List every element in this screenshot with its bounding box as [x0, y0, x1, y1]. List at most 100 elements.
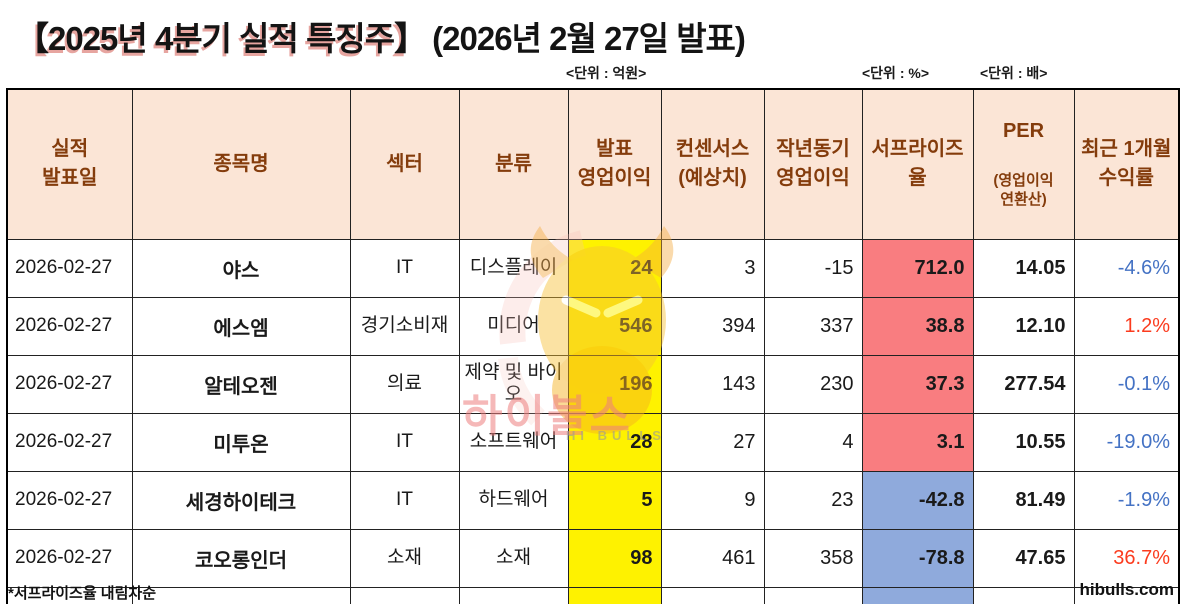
cell-reported-op: 196 [567, 354, 662, 414]
cell-sector: 경기소비재 [349, 296, 460, 356]
cell-sector: 소재 [349, 528, 460, 588]
cell-per: 277.54 [972, 354, 1075, 414]
cell-surprise-rate: -78.8 [861, 528, 974, 588]
header-per-main: PER [1002, 120, 1045, 142]
unit-label-percent: <단위 : %> [862, 65, 930, 81]
cell-consensus: 143 [660, 354, 765, 414]
earnings-table: 실적 발표일 종목명 섹터 분류 발표 영업이익 컨센서스 (예상치) 작년동기… [6, 88, 1180, 604]
cell-consensus: 394 [660, 296, 765, 356]
cell-reported-op: 5 [567, 470, 662, 530]
cell-surprise-rate: 37.3 [861, 354, 974, 414]
cell-report-date: 2026-02-27 [6, 296, 133, 356]
page-title-sub: (2026년 2월 27일 발표) [432, 20, 746, 57]
table-body: 2026-02-27 야스 IT 디스플레이 24 3 -15 712.0 14.05 -4.6%… [6, 238, 1180, 604]
header-return-1m: 최근 1개월 수익률 [1073, 88, 1180, 240]
table-row: 2026-02-27 에스엠 경기소비재 미디어 546 394 337 38.8 12.10 1… [6, 296, 1180, 356]
table-row: 2026-02-27 야스 IT 디스플레이 24 3 -15 712.0 14.05 -4.6% [6, 238, 1180, 298]
table-row: 2026-02-27 미투온 IT 소프트웨어 28 27 4 3.1 10.55 -19.0% [6, 412, 1180, 472]
header-stock-name: 종목명 [131, 88, 351, 240]
cell-per: 47.65 [972, 528, 1075, 588]
cell-return-1m: -0.1% [1073, 354, 1180, 414]
cell-category: 소프트웨어 [458, 412, 569, 472]
cell-report-date: 2026-02-27 [6, 470, 133, 530]
cell-stock-name: 알테오젠 [131, 354, 351, 414]
header-per-sub: (영업이익 연환산) [993, 172, 1054, 208]
table-row: 2026-02-27 알테오젠 의료 제약 및 바이오 196 143 230 37.3 277… [6, 354, 1180, 414]
cell-return-1m: -1.9% [1073, 470, 1180, 530]
cell-per: 14.05 [972, 238, 1075, 298]
cell-report-date: 2026-02-27 [6, 238, 133, 298]
cell-surprise-rate: -89.9 [861, 586, 974, 604]
page-title-main: 【2025년 4분기 실적 특징주】 [16, 20, 427, 57]
cell-report-date: 2026-02-27 [6, 412, 133, 472]
cell-stock-name: 야스 [131, 238, 351, 298]
cell-report-date: 2026-02-27 [6, 354, 133, 414]
page-title: 【2025년 4분기 실적 특징주】 (2026년 2월 27일 발표) [16, 12, 746, 60]
cell-category: 생활용품 [458, 586, 569, 604]
cell-return-1m: -19.0% [1073, 412, 1180, 472]
cell-surprise-rate: 3.1 [861, 412, 974, 472]
header-category: 분류 [458, 88, 569, 240]
cell-prior-year-op: 23 [763, 470, 863, 530]
cell-prior-year-op: 337 [763, 296, 863, 356]
cell-category: 미디어 [458, 296, 569, 356]
cell-return-1m: -7.5% [1073, 586, 1180, 604]
cell-consensus: 9 [660, 470, 765, 530]
cell-report-date: 2026-02-27 [6, 586, 133, 604]
table-row: 2026-02-27토니모리필수소비재생활용품4446-89.9111.25-7… [6, 586, 1180, 604]
table-row: 2026-02-27 코오롱인더 소재 소재 98 461 358 -78.8 47.65 36.… [6, 528, 1180, 588]
header-per: PER (영업이익 연환산) [972, 88, 1075, 240]
cell-prior-year-op: -15 [763, 238, 863, 298]
cell-reported-op: 546 [567, 296, 662, 356]
cell-stock-name: 코오롱인더 [131, 528, 351, 588]
header-sector: 섹터 [349, 88, 460, 240]
cell-sector: 의료 [349, 354, 460, 414]
sort-note: *서프라이즈율 내림차순 [8, 585, 157, 602]
cell-sector: 필수소비재 [349, 586, 460, 604]
cell-per: 12.10 [972, 296, 1075, 356]
cell-surprise-rate: 38.8 [861, 296, 974, 356]
unit-label-eokwon: <단위 : 억원> [566, 65, 647, 81]
cell-category: 소재 [458, 528, 569, 588]
cell-return-1m: 1.2% [1073, 296, 1180, 356]
header-report-date: 실적 발표일 [6, 88, 133, 240]
header-prior-year-op: 작년동기 영업이익 [763, 88, 863, 240]
cell-category: 제약 및 바이오 [458, 354, 569, 414]
cell-reported-op: 98 [567, 528, 662, 588]
cell-stock-name: 세경하이테크 [131, 470, 351, 530]
header-row: 실적 발표일 종목명 섹터 분류 발표 영업이익 컨센서스 (예상치) 작년동기… [6, 88, 1180, 240]
cell-prior-year-op: 6 [763, 586, 863, 604]
cell-prior-year-op: 4 [763, 412, 863, 472]
cell-category: 하드웨어 [458, 470, 569, 530]
unit-label-bae: <단위 : 배> [980, 65, 1048, 81]
cell-reported-op: 4 [567, 586, 662, 604]
cell-consensus: 44 [660, 586, 765, 604]
cell-stock-name: 미투온 [131, 412, 351, 472]
header-consensus: 컨센서스 (예상치) [660, 88, 765, 240]
cell-reported-op: 24 [567, 238, 662, 298]
cell-prior-year-op: 230 [763, 354, 863, 414]
cell-return-1m: 36.7% [1073, 528, 1180, 588]
cell-report-date: 2026-02-27 [6, 528, 133, 588]
site-name: hibulls.com [1079, 580, 1174, 599]
cell-stock-name: 토니모리 [131, 586, 351, 604]
cell-return-1m: -4.6% [1073, 238, 1180, 298]
cell-surprise-rate: -42.8 [861, 470, 974, 530]
cell-consensus: 3 [660, 238, 765, 298]
cell-per: 10.55 [972, 412, 1075, 472]
cell-consensus: 27 [660, 412, 765, 472]
cell-sector: IT [349, 238, 460, 298]
cell-consensus: 461 [660, 528, 765, 588]
cell-sector: IT [349, 470, 460, 530]
cell-stock-name: 에스엠 [131, 296, 351, 356]
header-surprise-rate: 서프라이즈 율 [861, 88, 974, 240]
cell-surprise-rate: 712.0 [861, 238, 974, 298]
cell-per: 81.49 [972, 470, 1075, 530]
cell-per: 111.25 [972, 586, 1075, 604]
cell-reported-op: 28 [567, 412, 662, 472]
table-row: 2026-02-27 세경하이테크 IT 하드웨어 5 9 23 -42.8 81.49 -1.9… [6, 470, 1180, 530]
header-reported-op: 발표 영업이익 [567, 88, 662, 240]
cell-sector: IT [349, 412, 460, 472]
cell-prior-year-op: 358 [763, 528, 863, 588]
